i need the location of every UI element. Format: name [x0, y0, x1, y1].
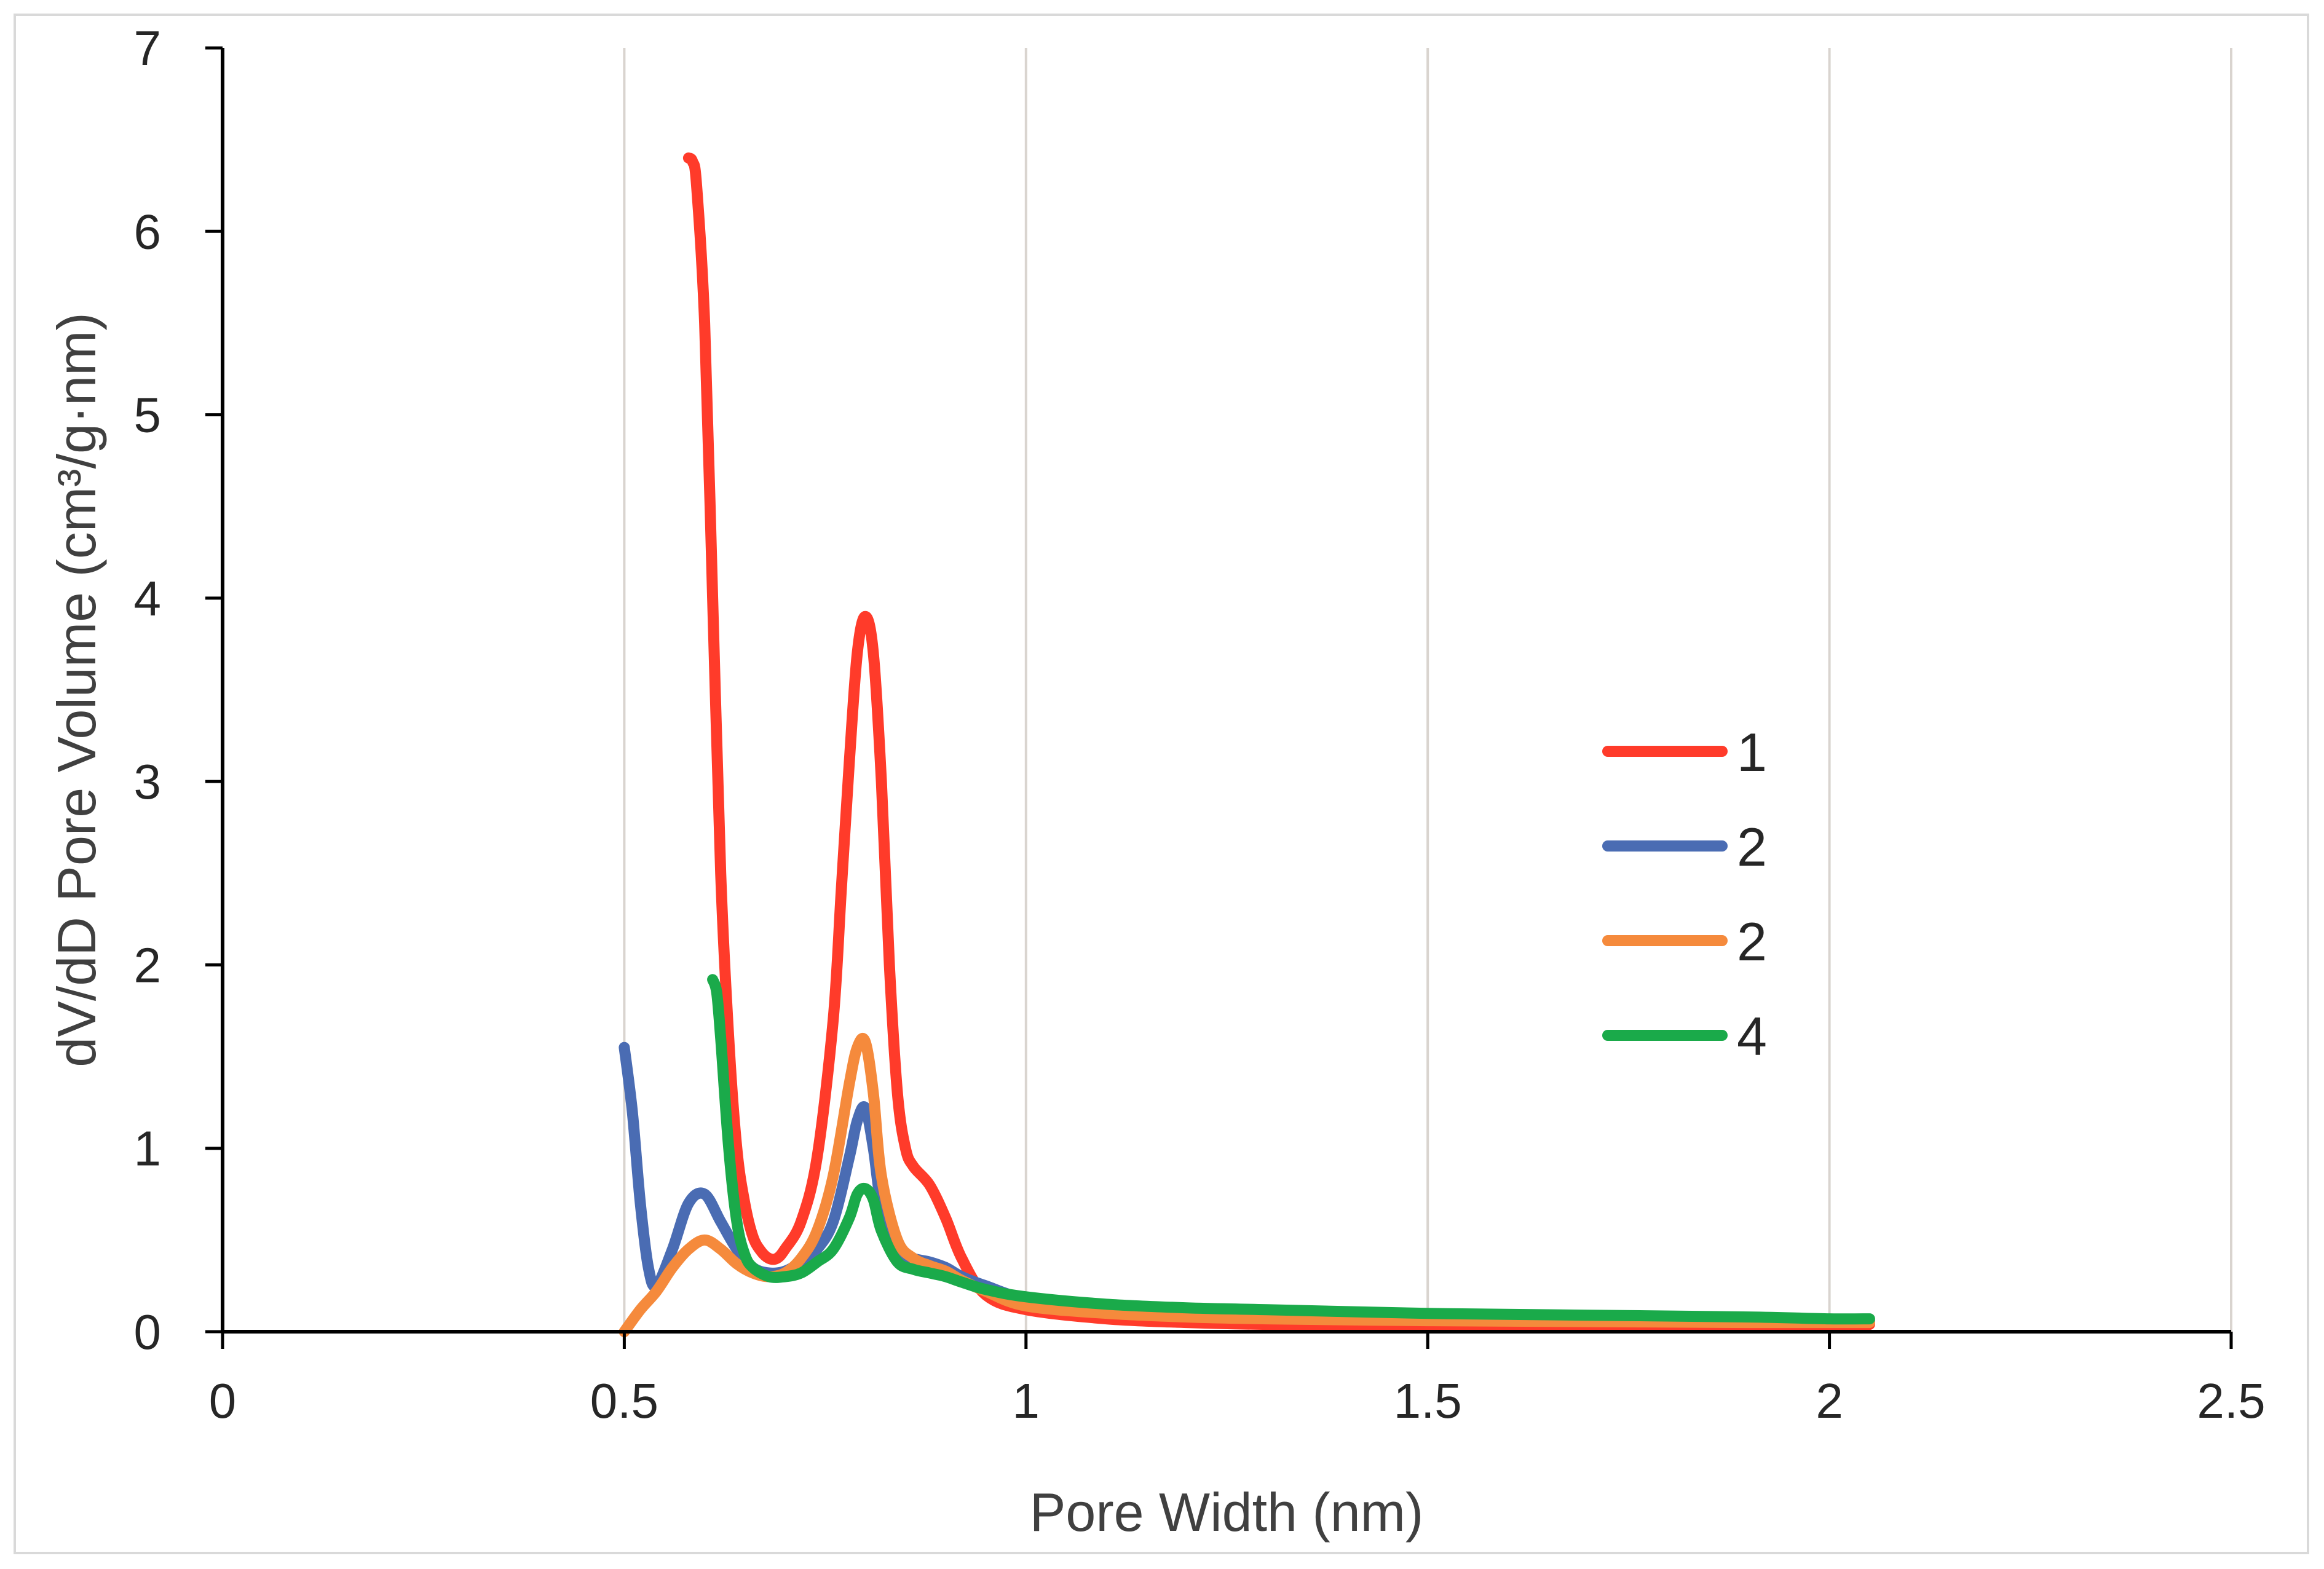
- y-tick-label: 2: [134, 938, 162, 992]
- x-tick-label: 1: [1013, 1373, 1040, 1428]
- x-tick-label: 0: [209, 1373, 237, 1428]
- legend: 1 2 2 4: [1602, 722, 1767, 1067]
- ticks: [205, 46, 2233, 1349]
- y-tick-label: 4: [134, 571, 162, 626]
- chart-frame: [14, 14, 2309, 1554]
- y-tick-label: 5: [134, 388, 162, 443]
- vertical-gridlines: [623, 48, 2232, 1332]
- y-axis-title: dV/dD Pore Volume (cm³/g·nm): [46, 312, 107, 1067]
- y-tick-label: 0: [134, 1305, 162, 1359]
- series-2b-line: [619, 1033, 1875, 1337]
- legend-label: 1: [1737, 722, 1767, 783]
- y-tick-label: 3: [134, 754, 162, 809]
- series-1-line: [682, 152, 1875, 1332]
- x-tick-label: 2: [1816, 1373, 1843, 1428]
- x-axis-title: Pore Width (nm): [1030, 1482, 1424, 1543]
- axes: [221, 48, 2231, 1334]
- legend-label: 4: [1737, 1006, 1767, 1067]
- legend-label: 2: [1737, 816, 1767, 877]
- series-layer: [619, 152, 1875, 1337]
- y-tick-label: 1: [134, 1121, 162, 1176]
- legend-label: 2: [1737, 911, 1767, 972]
- tick-labels: 0 0.5 1 1.5 2 2.5 0 1 2 3 4 5 6 7: [134, 21, 2266, 1428]
- y-tick-label: 6: [134, 204, 162, 259]
- x-tick-label: 1.5: [1394, 1373, 1462, 1428]
- x-tick-label: 0.5: [590, 1373, 658, 1428]
- series-4-line: [707, 974, 1875, 1325]
- y-tick-label: 7: [134, 21, 162, 76]
- x-tick-label: 2.5: [2197, 1373, 2265, 1428]
